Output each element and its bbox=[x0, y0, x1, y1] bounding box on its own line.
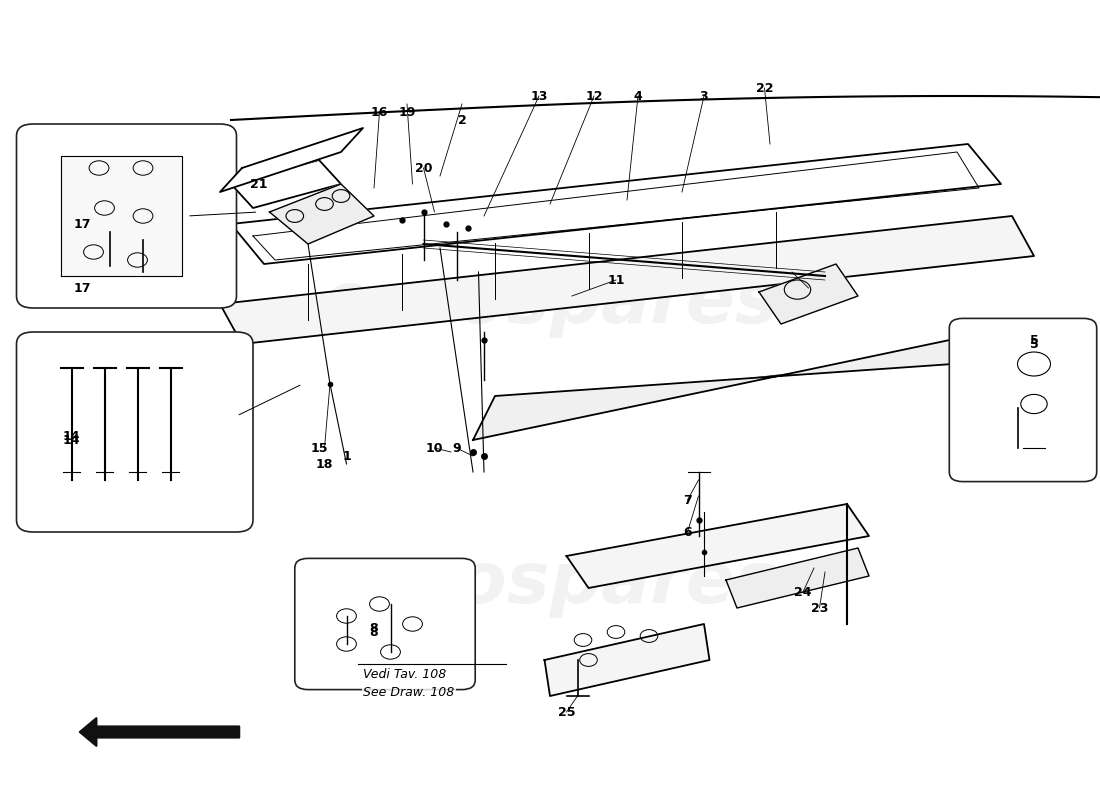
Polygon shape bbox=[566, 504, 869, 588]
Text: 4: 4 bbox=[634, 90, 642, 102]
Polygon shape bbox=[270, 184, 374, 244]
Text: 19: 19 bbox=[398, 106, 416, 118]
Text: 12: 12 bbox=[585, 90, 603, 102]
Polygon shape bbox=[220, 128, 363, 192]
Text: 25: 25 bbox=[558, 706, 575, 718]
Text: 17: 17 bbox=[74, 282, 91, 295]
Polygon shape bbox=[60, 156, 182, 276]
Text: eurospares: eurospares bbox=[321, 270, 779, 338]
Text: 3: 3 bbox=[700, 90, 708, 102]
FancyBboxPatch shape bbox=[949, 318, 1097, 482]
Text: 14: 14 bbox=[63, 434, 80, 446]
Polygon shape bbox=[231, 144, 1001, 264]
Polygon shape bbox=[473, 320, 1067, 440]
Text: Vedi Tav. 108
See Draw. 108: Vedi Tav. 108 See Draw. 108 bbox=[363, 669, 454, 699]
Text: 23: 23 bbox=[811, 602, 828, 614]
Text: 8: 8 bbox=[370, 626, 378, 638]
FancyArrowPatch shape bbox=[80, 718, 239, 746]
Polygon shape bbox=[726, 548, 869, 608]
Text: 24: 24 bbox=[794, 586, 812, 598]
Polygon shape bbox=[544, 624, 710, 696]
Text: 5: 5 bbox=[1030, 338, 1038, 350]
Text: 2: 2 bbox=[458, 114, 466, 126]
FancyBboxPatch shape bbox=[295, 558, 475, 690]
Text: 7: 7 bbox=[683, 494, 692, 506]
Text: eurospares: eurospares bbox=[321, 550, 779, 618]
Text: 8: 8 bbox=[370, 622, 378, 635]
FancyBboxPatch shape bbox=[16, 332, 253, 532]
Text: 11: 11 bbox=[607, 274, 625, 286]
FancyBboxPatch shape bbox=[16, 124, 236, 308]
Text: 22: 22 bbox=[756, 82, 773, 94]
Text: 14: 14 bbox=[63, 430, 80, 443]
Text: 6: 6 bbox=[683, 526, 692, 538]
Text: 13: 13 bbox=[530, 90, 548, 102]
Polygon shape bbox=[231, 160, 341, 208]
Text: 5: 5 bbox=[1030, 334, 1038, 347]
Text: 1: 1 bbox=[342, 450, 351, 462]
Text: 16: 16 bbox=[371, 106, 388, 118]
Text: 18: 18 bbox=[316, 458, 333, 470]
Text: 10: 10 bbox=[426, 442, 443, 454]
Text: 17: 17 bbox=[74, 218, 91, 230]
Text: 20: 20 bbox=[415, 162, 432, 174]
Text: 21: 21 bbox=[250, 178, 267, 190]
Text: 15: 15 bbox=[310, 442, 328, 454]
Text: 9: 9 bbox=[452, 442, 461, 454]
Polygon shape bbox=[759, 264, 858, 324]
Polygon shape bbox=[220, 216, 1034, 344]
